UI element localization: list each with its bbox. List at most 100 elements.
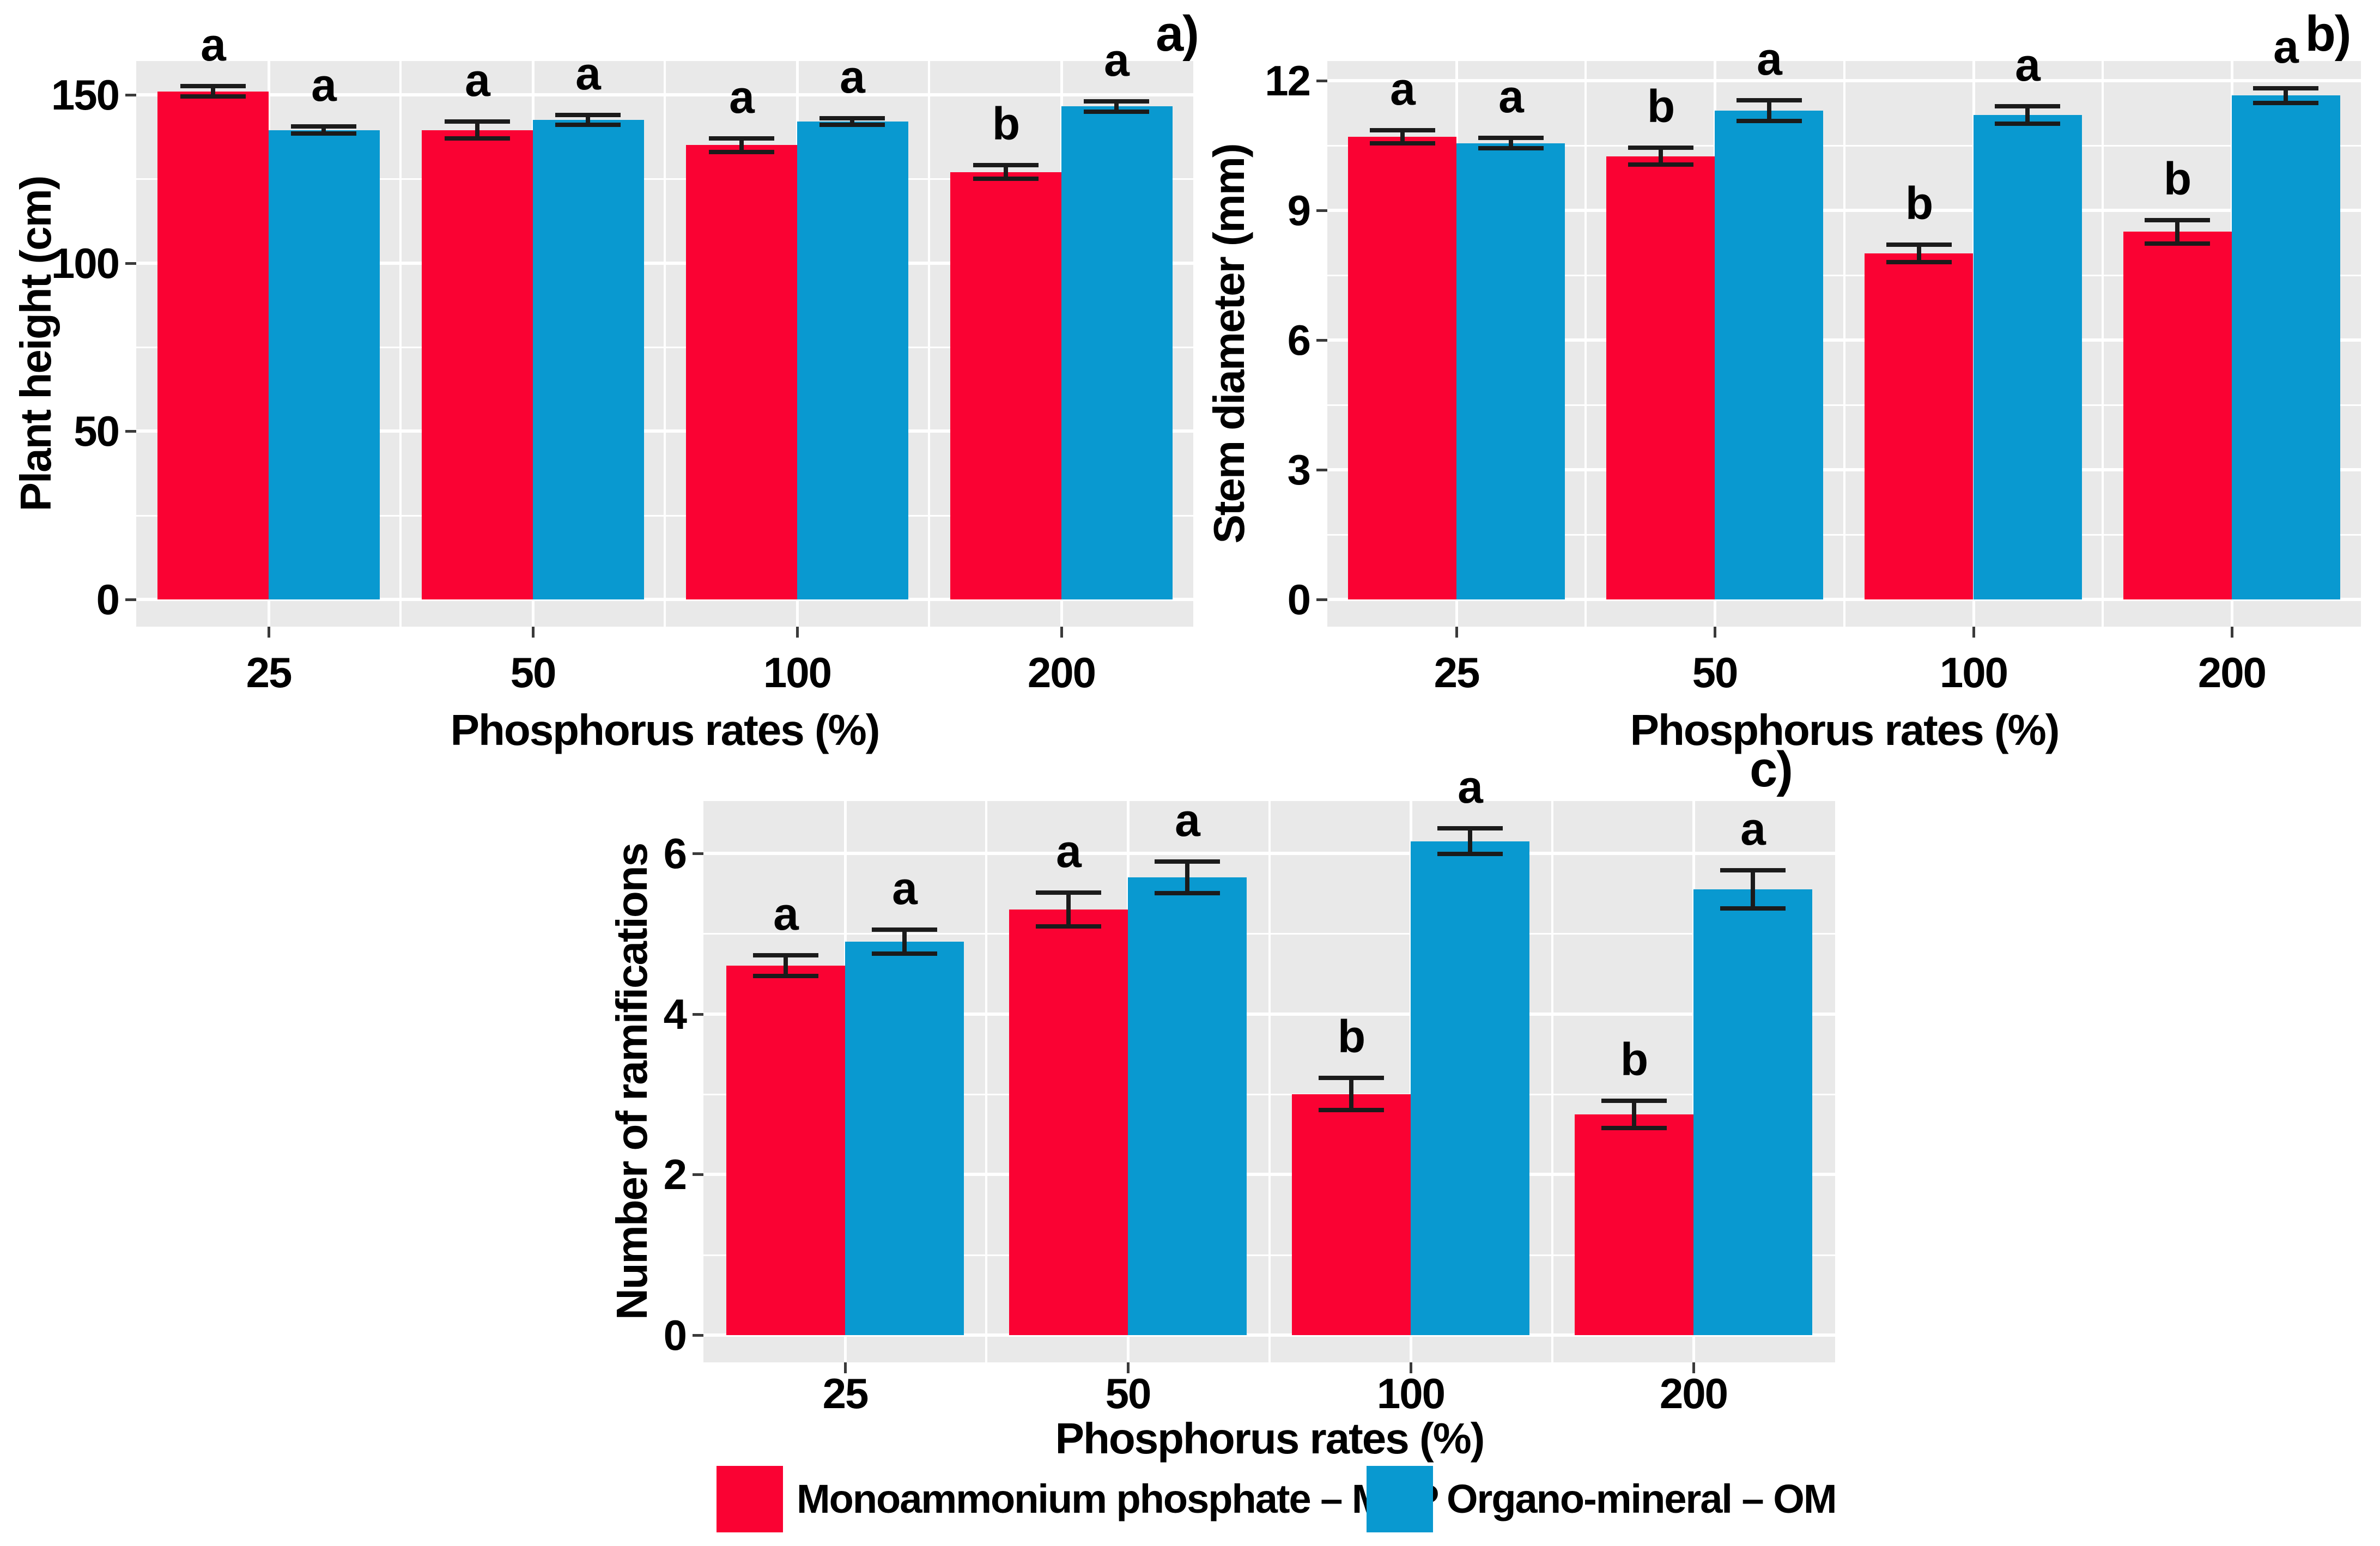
error-bar-cap-top	[872, 927, 937, 932]
x-tick-label: 100	[763, 648, 832, 696]
error-bar-cap-bottom	[1720, 906, 1786, 911]
y-tick-label: 12	[1265, 57, 1311, 105]
error-bar-cap-bottom	[753, 974, 818, 978]
error-bar-cap-bottom	[445, 136, 510, 141]
error-bar-cap-bottom	[819, 123, 885, 127]
x-tick-mark	[796, 627, 799, 638]
y-tick-label: 50	[74, 407, 120, 455]
error-bar-cap-top	[1437, 826, 1503, 830]
error-bar-cap-bottom	[872, 951, 937, 956]
error-bar-cap-bottom	[709, 150, 774, 154]
significance-letter: a	[840, 51, 865, 102]
error-bar-cap-bottom	[180, 94, 246, 99]
error-bar-line	[850, 118, 854, 125]
x-axis-title: Phosphorus rates (%)	[1630, 706, 2060, 754]
legend-label-om: Organo-mineral – OM	[1447, 1476, 1837, 1521]
significance-letter: a	[311, 59, 337, 111]
y-axis-title: Plant height (cm)	[11, 176, 60, 512]
minor-gridline-x	[1584, 61, 1587, 627]
bar-om-100	[797, 122, 908, 599]
bar-om-200	[1061, 106, 1173, 599]
y-tick-label: 0	[1287, 575, 1311, 623]
error-bar-line	[1632, 1101, 1636, 1128]
y-tick-mark	[125, 430, 136, 433]
bar-map-200	[2123, 232, 2232, 599]
x-tick-label: 200	[2197, 648, 2267, 696]
x-tick-mark	[1714, 627, 1716, 638]
error-bar-cap-bottom	[291, 131, 356, 136]
significance-letter: a	[575, 48, 601, 99]
x-tick-mark	[1060, 627, 1063, 638]
bar-map-25	[726, 966, 845, 1335]
error-bar-line	[784, 955, 788, 976]
x-tick-label: 50	[1105, 1369, 1152, 1417]
y-tick-mark	[125, 94, 136, 96]
error-bar-line	[739, 138, 744, 152]
error-bar-line	[1509, 138, 1513, 148]
significance-letter: a	[1498, 71, 1524, 122]
error-bar-cap-bottom	[1036, 924, 1101, 929]
y-tick-label: 9	[1287, 186, 1311, 234]
error-bar-line	[475, 122, 479, 138]
error-bar-cap-bottom	[1478, 146, 1544, 150]
bar-map-200	[950, 172, 1061, 599]
x-tick-mark	[532, 627, 535, 638]
bar-map-50	[1009, 910, 1128, 1335]
y-tick-label: 150	[51, 71, 120, 119]
significance-letter: a	[1757, 33, 1782, 84]
y-tick-mark	[1316, 469, 1327, 471]
error-bar-cap-top	[1601, 1099, 1667, 1103]
x-tick-mark	[1127, 1362, 1130, 1373]
y-axis-title: Stem diameter (mm)	[1205, 144, 1253, 544]
significance-letter: a	[201, 19, 226, 70]
x-tick-label: 200	[1027, 648, 1096, 696]
y-tick-mark	[693, 1013, 703, 1016]
error-bar-cap-bottom	[2253, 101, 2318, 105]
y-tick-label: 100	[51, 239, 120, 287]
minor-gridline-x	[1551, 801, 1553, 1362]
significance-letter: a	[1740, 803, 1766, 854]
significance-letter: a	[1056, 826, 1082, 877]
error-bar-cap-top	[1720, 868, 1786, 872]
x-tick-label: 25	[1434, 648, 1480, 696]
y-tick-mark	[125, 598, 136, 601]
bar-om-50	[1128, 877, 1247, 1335]
error-bar-cap-top	[1036, 890, 1101, 895]
error-bar-line	[1468, 828, 1472, 854]
error-bar-cap-bottom	[1995, 122, 2060, 126]
significance-letter: b	[1337, 1011, 1365, 1062]
y-tick-mark	[1316, 339, 1327, 342]
y-tick-label: 6	[1287, 316, 1311, 364]
x-tick-mark	[1410, 1362, 1412, 1373]
error-bar-cap-top	[1478, 136, 1544, 140]
x-tick-mark	[2231, 627, 2233, 638]
minor-gridline-x	[1268, 801, 1271, 1362]
x-tick-mark	[1972, 627, 1975, 638]
y-tick-mark	[693, 1334, 703, 1337]
error-bar-line	[2175, 220, 2179, 244]
bar-om-200	[2232, 95, 2340, 599]
minor-gridline-x	[399, 61, 402, 627]
error-bar-cap-top	[753, 953, 818, 957]
error-bar-cap-top	[1155, 859, 1220, 864]
error-bar-line	[1400, 130, 1405, 143]
bar-om-50	[1715, 111, 1823, 599]
x-axis-title: Phosphorus rates (%)	[1055, 1414, 1485, 1463]
y-tick-label: 4	[663, 990, 687, 1038]
bar-om-100	[1974, 115, 2082, 599]
bar-map-50	[1606, 156, 1715, 599]
minor-gridline-x	[1843, 61, 1845, 627]
error-bar-cap-top	[180, 84, 246, 88]
error-bar-line	[211, 86, 215, 96]
error-bar-cap-bottom	[1601, 1126, 1667, 1130]
significance-letter: b	[2163, 153, 2191, 204]
error-bar-line	[902, 930, 907, 954]
error-bar-line	[586, 115, 590, 125]
error-bar-line	[1349, 1078, 1353, 1110]
panel-letter-c: c)	[1750, 742, 1793, 797]
bar-om-25	[845, 942, 964, 1335]
error-bar-line	[1066, 893, 1071, 926]
y-tick-mark	[1316, 209, 1327, 212]
error-bar-line	[2284, 88, 2288, 103]
